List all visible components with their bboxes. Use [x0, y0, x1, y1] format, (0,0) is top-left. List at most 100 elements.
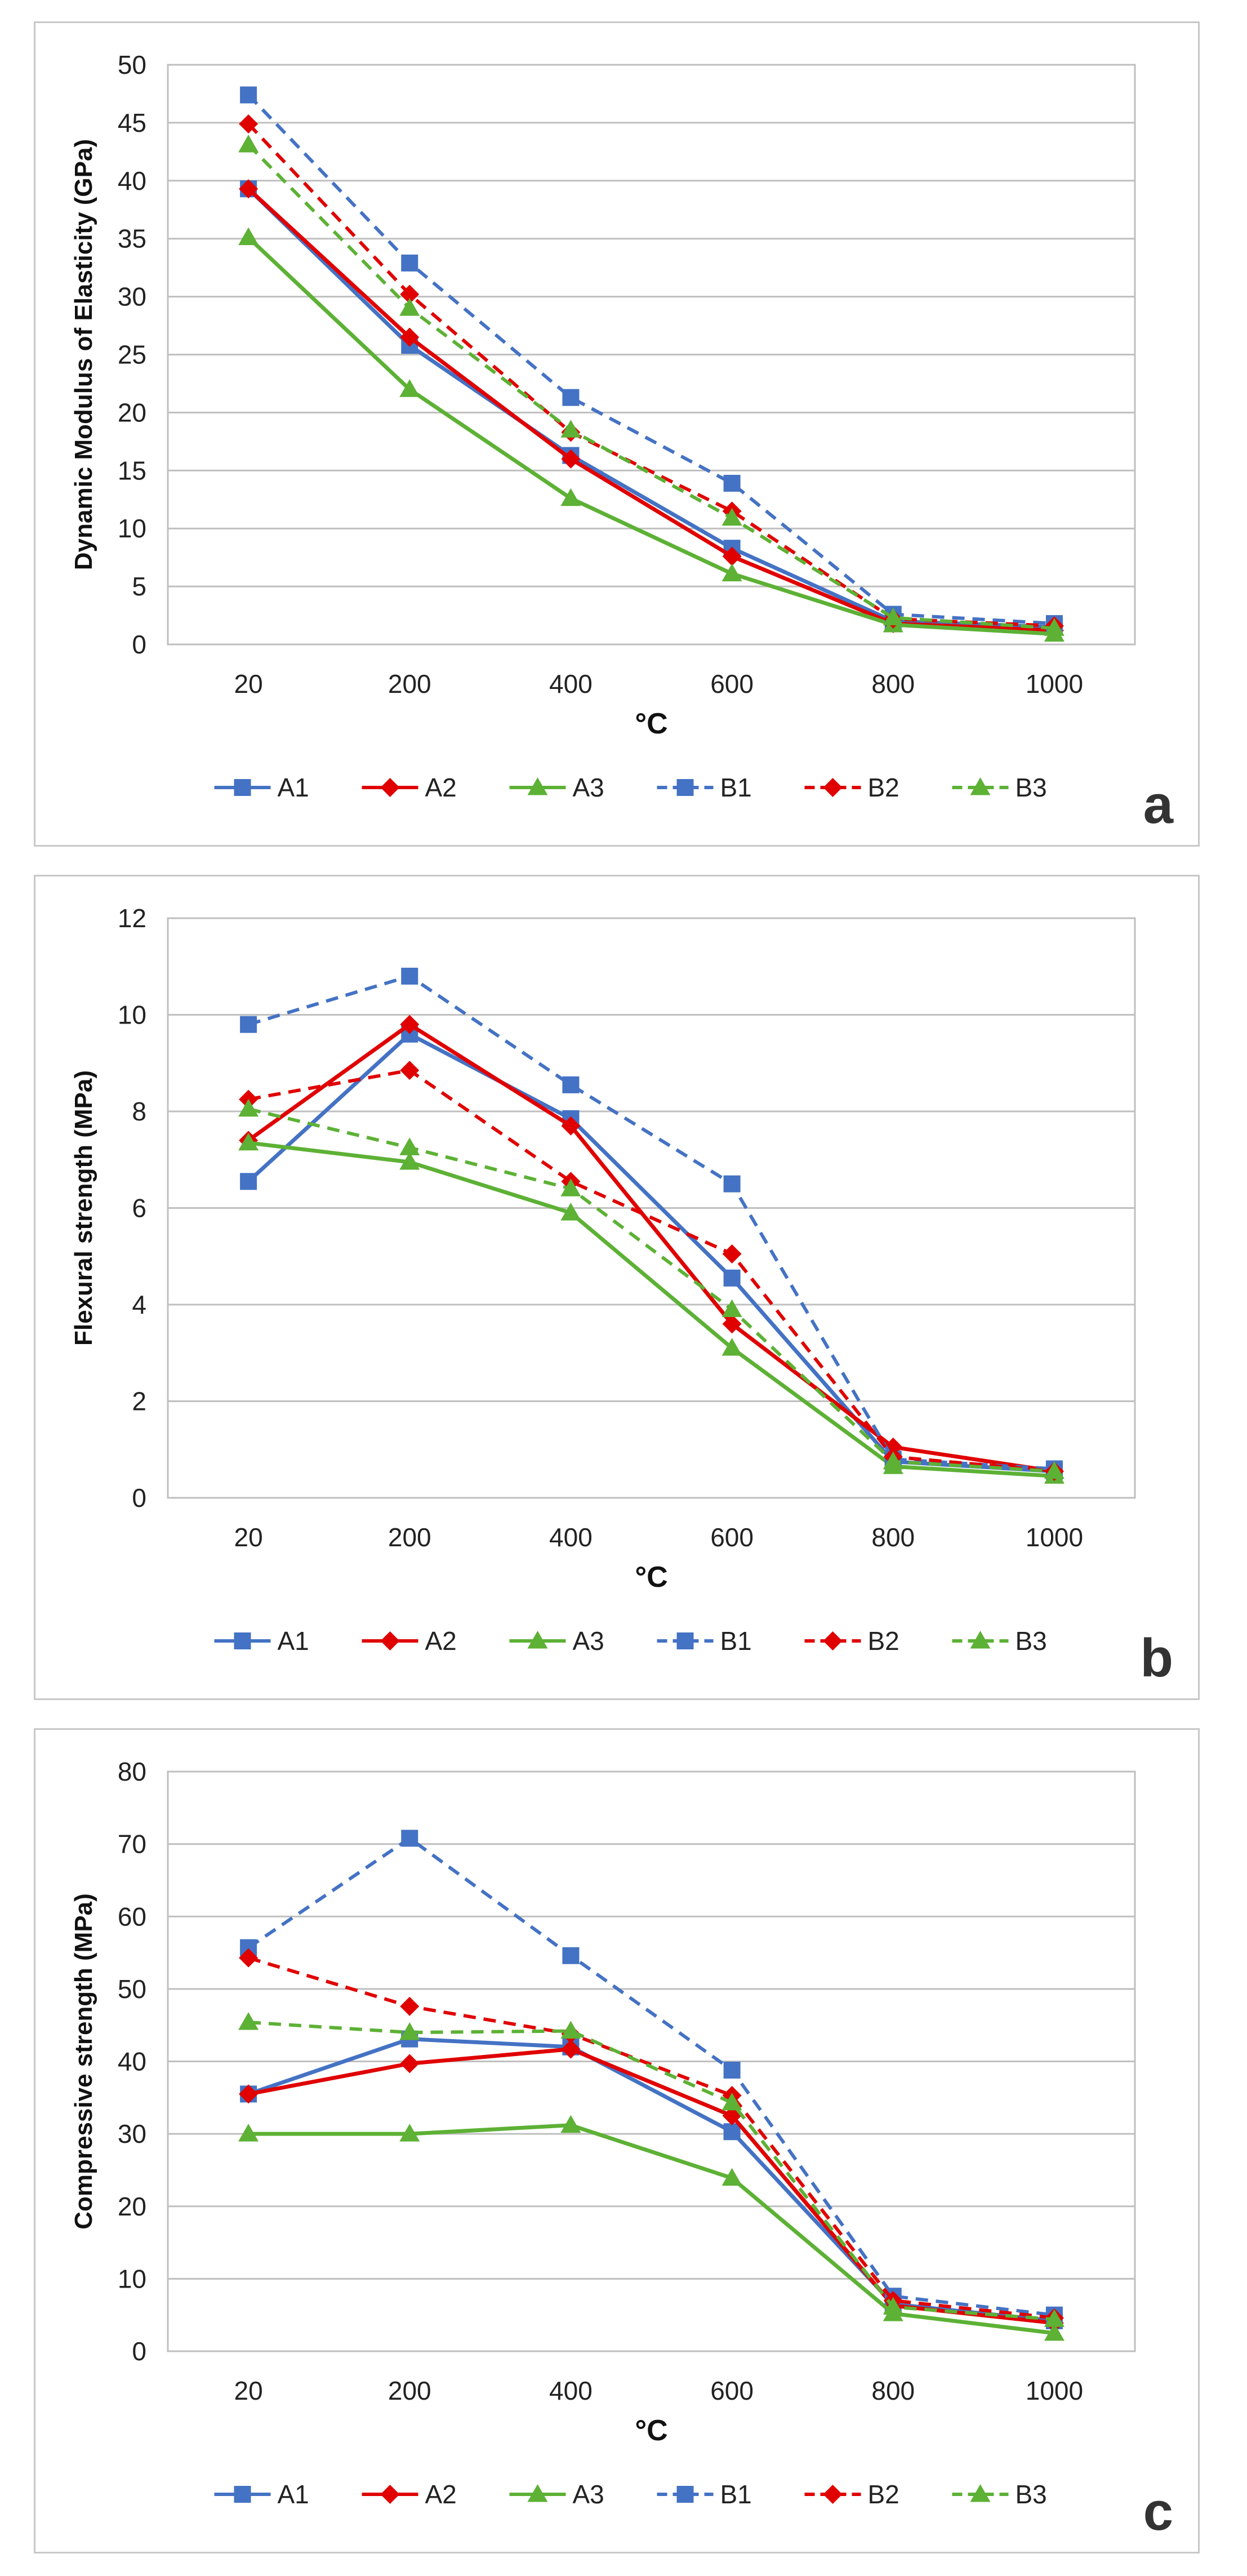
x-tick-label: 600 — [710, 1523, 754, 1552]
data-point-a3-1000 — [1044, 2323, 1065, 2341]
legend-item-a1: A1 — [214, 1626, 309, 1656]
data-point-a3-400 — [560, 1203, 581, 1221]
series-a1 — [240, 180, 1063, 636]
legend-item-a2: A2 — [362, 773, 457, 802]
legend-item-a1: A1 — [214, 773, 309, 802]
legend-swatch-marker — [676, 779, 694, 796]
data-point-b1-200 — [401, 254, 418, 272]
y-axis-title: Compressive strength (MPa) — [70, 1893, 97, 2230]
series-a3 — [238, 227, 1065, 642]
data-point-b1-400 — [562, 1947, 580, 1964]
data-point-a2-600 — [722, 546, 742, 566]
legend-item-b3: B3 — [952, 2480, 1047, 2509]
data-point-b3-1000 — [1044, 618, 1065, 636]
legend-swatch-marker — [527, 777, 548, 795]
x-axis-title: °C — [635, 708, 667, 740]
data-point-a3-600 — [722, 563, 742, 581]
series-line-b2 — [247, 122, 1055, 628]
y-tick-label: 50 — [118, 50, 146, 79]
legend-item-a3: A3 — [509, 2480, 604, 2509]
data-point-a2-200 — [400, 327, 420, 347]
x-tick-label: 800 — [871, 2376, 915, 2405]
legend-item-b2: B2 — [804, 773, 899, 802]
legend-label: A1 — [278, 2480, 309, 2509]
x-tick-label: 1000 — [1026, 1523, 1083, 1552]
data-point-a3-400 — [560, 2115, 581, 2133]
data-point-b1-200 — [401, 967, 418, 985]
legend-swatch-marker — [970, 777, 991, 795]
series-line-a2 — [248, 2047, 1055, 2325]
y-tick-label: 30 — [118, 2119, 146, 2148]
series-line-a2 — [247, 1022, 1055, 1474]
data-point-b1-20 — [240, 1016, 257, 1033]
legend-label: A1 — [278, 1626, 309, 1656]
legend-swatch-marker — [823, 2485, 843, 2504]
series-line-b2 — [248, 1069, 1055, 1473]
x-tick-label: 20 — [234, 1523, 262, 1552]
y-tick-label: 70 — [118, 1830, 146, 1859]
y-tick-label: 60 — [118, 1902, 146, 1931]
y-tick-label: 0 — [132, 630, 146, 659]
chart-b-svg: 0 2 4 6 8 10 12 20 200 400 600 800 1000 °C Flexural st… — [70, 904, 1173, 1688]
y-axis-title: Flexural strength (MPa) — [70, 1070, 97, 1346]
data-point-b1-600 — [723, 2061, 741, 2079]
data-point-b3-400 — [560, 420, 581, 438]
legend-label: A2 — [425, 773, 457, 802]
data-point-a1-20 — [240, 1173, 257, 1190]
data-point-b3-200 — [399, 298, 420, 316]
chart-panel-a: 0 5 10 15 20 25 30 35 40 45 50 20 200 400 600 800 1000 °C… — [34, 21, 1200, 847]
y-tick-label: 80 — [118, 1757, 146, 1786]
legend-item-b3: B3 — [952, 1626, 1047, 1656]
legend-label: B1 — [720, 1626, 752, 1656]
legend-item-b1: B1 — [657, 773, 752, 802]
data-point-b2-600 — [722, 1244, 742, 1263]
data-point-a2-600 — [722, 1314, 742, 1334]
legend-label: A2 — [425, 1626, 457, 1656]
data-point-b3-1000 — [1044, 1461, 1065, 1479]
legend-swatch-marker — [234, 779, 251, 796]
panel-letter: c — [1143, 2481, 1173, 2542]
legend-item-a2: A2 — [362, 2480, 457, 2509]
data-point-a3-400 — [560, 488, 581, 506]
y-tick-label: 35 — [118, 224, 146, 253]
legend-label: A2 — [425, 2480, 457, 2509]
data-point-a2-400 — [561, 1116, 581, 1136]
data-point-b2-20 — [239, 114, 259, 134]
legend-label: A3 — [573, 2480, 604, 2509]
legend-item-a1: A1 — [214, 2480, 309, 2509]
y-tick-label: 10 — [118, 1000, 146, 1030]
legend-label: B3 — [1016, 2480, 1047, 2509]
data-point-a3-600 — [722, 2168, 742, 2186]
data-point-b3-600 — [722, 508, 742, 526]
legend-label: B3 — [1016, 773, 1047, 802]
panel-letter: a — [1143, 775, 1174, 835]
y-tick-label: 50 — [118, 1974, 146, 2004]
series-b1 — [240, 86, 1063, 632]
data-point-b3-20 — [238, 2012, 259, 2030]
panel-letter: b — [1140, 1628, 1173, 1688]
data-point-a3-20 — [238, 227, 259, 246]
y-tick-label: 0 — [132, 2337, 146, 2366]
data-point-a1-600 — [723, 2123, 741, 2141]
x-tick-label: 400 — [549, 669, 593, 698]
legend-label: A3 — [573, 773, 604, 802]
series-b2 — [239, 114, 1064, 636]
x-tick-label: 20 — [234, 669, 262, 698]
x-tick-label: 800 — [871, 1523, 915, 1552]
y-tick-label: 30 — [118, 282, 146, 312]
legend-swatch-marker — [823, 778, 843, 797]
data-point-b3-20 — [238, 1098, 259, 1117]
legend-label: B1 — [720, 773, 752, 802]
data-point-a1-600 — [723, 1269, 741, 1287]
data-point-a2-200 — [400, 1015, 420, 1034]
legend-swatch-marker — [380, 778, 400, 797]
data-point-b2-200 — [400, 1061, 420, 1080]
x-tick-label: 1000 — [1026, 669, 1083, 698]
chart-c-svg: 0 10 20 30 40 50 60 70 80 20 200 400 600 800 1000 °C Com… — [70, 1757, 1173, 2542]
x-tick-label: 400 — [549, 2376, 593, 2405]
legend-swatch-marker — [380, 1631, 400, 1650]
data-point-b1-600 — [723, 1175, 741, 1193]
data-point-b3-400 — [560, 2021, 581, 2039]
y-tick-label: 10 — [118, 514, 146, 543]
series-line-b3 — [247, 143, 1055, 630]
